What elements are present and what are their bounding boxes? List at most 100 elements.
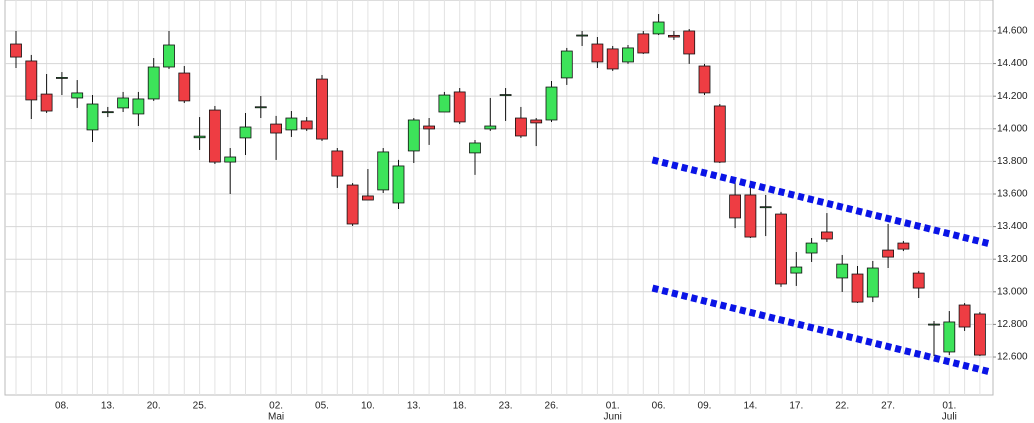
candle-body [576, 34, 588, 37]
candle-body [71, 92, 84, 99]
candle-body [866, 267, 879, 298]
trend-line [651, 156, 992, 248]
candle-body [713, 105, 726, 163]
candle-body [622, 47, 634, 63]
candle-body [147, 66, 160, 100]
x-tick-label: 17. [789, 401, 803, 412]
x-tick-label: 20. [147, 401, 161, 412]
candle-body [392, 165, 405, 204]
candle-body [331, 150, 344, 177]
candle-body [851, 273, 864, 303]
candle-body [928, 323, 940, 326]
candle-body [637, 33, 650, 54]
x-month-label: Juni [604, 412, 622, 423]
y-tick-label: 14.600 [997, 26, 1028, 37]
y-tick-label: 13.600 [997, 189, 1028, 200]
x-tick-label: 14. [743, 401, 757, 412]
x-tick-label: 13. [407, 401, 421, 412]
candle-body [591, 43, 604, 63]
candle-body [316, 78, 328, 140]
candle-body [270, 123, 283, 134]
candle-body [668, 34, 680, 38]
candle-body [254, 106, 267, 109]
candle-body [438, 94, 451, 113]
candle-body [530, 119, 543, 124]
candle-body [943, 321, 956, 353]
x-tick-label: 10. [361, 401, 375, 412]
candle-body [897, 242, 910, 250]
x-tick-label: 02. [269, 401, 283, 412]
candle-body [560, 50, 573, 79]
candle-body [285, 117, 298, 131]
x-tick-label: 06. [652, 401, 666, 412]
candle-body [423, 125, 436, 130]
candle-body [683, 30, 696, 55]
candle-body [912, 272, 925, 289]
y-tick-label: 13.000 [997, 286, 1028, 297]
candle-body [117, 97, 129, 109]
y-tick-label: 14.000 [997, 123, 1028, 134]
candle-body [25, 60, 38, 101]
candle-body [407, 119, 420, 152]
x-month-label: Mai [268, 412, 284, 423]
x-tick-label: 01. [942, 401, 956, 412]
trend-line [651, 284, 992, 376]
candle-body [958, 304, 971, 328]
candle-body [790, 266, 803, 274]
candle-body [178, 72, 191, 102]
candle-body [193, 135, 206, 139]
x-tick-label: 13. [101, 401, 115, 412]
x-month-label: Juli [942, 412, 957, 423]
y-tick-label: 13.400 [997, 221, 1028, 232]
y-tick-label: 12.800 [997, 319, 1028, 330]
y-tick-label: 12.600 [997, 352, 1028, 363]
candle-body [545, 86, 558, 121]
x-tick-label: 18. [453, 401, 467, 412]
candle-body [132, 98, 145, 115]
x-tick-label: 23. [499, 401, 513, 412]
y-tick-label: 14.200 [997, 91, 1028, 102]
candle-body [361, 195, 374, 201]
candle-body [239, 126, 252, 139]
candle-body [974, 313, 986, 356]
x-tick-label: 27. [881, 401, 895, 412]
candle-body [698, 65, 711, 94]
x-tick-label: 01. [606, 401, 620, 412]
candle-body [453, 91, 466, 123]
candle-body [882, 249, 894, 258]
y-tick-label: 13.800 [997, 156, 1028, 167]
candle-body [40, 93, 53, 112]
candle-body [729, 194, 741, 219]
candle-body [759, 206, 772, 209]
candle-body [86, 103, 99, 131]
candle-body [606, 48, 619, 70]
candle-body [805, 242, 818, 254]
candle-body [821, 231, 833, 240]
candle-body [469, 142, 481, 154]
x-tick-label: 26. [545, 401, 559, 412]
x-tick-label: 05. [315, 401, 329, 412]
candle-body [484, 125, 497, 130]
candle-body [300, 120, 313, 130]
x-tick-label: 25. [193, 401, 207, 412]
candle-body [377, 151, 390, 191]
candle-body [10, 43, 22, 58]
candle-body [163, 44, 175, 68]
candle-body [346, 184, 359, 225]
x-tick-label: 22. [835, 401, 849, 412]
candle-body [744, 194, 757, 238]
candle-body [101, 111, 114, 114]
x-tick-label: 08. [55, 401, 69, 412]
candle-body [836, 263, 849, 279]
y-tick-label: 14.400 [997, 58, 1028, 69]
y-tick-label: 13.200 [997, 254, 1028, 265]
candle-body [208, 109, 221, 163]
candle-body [515, 117, 527, 137]
candle-body [224, 156, 237, 163]
x-tick-label: 09. [698, 401, 712, 412]
candle-body [56, 77, 68, 79]
candle-body [652, 21, 665, 35]
candle-body [499, 94, 512, 96]
